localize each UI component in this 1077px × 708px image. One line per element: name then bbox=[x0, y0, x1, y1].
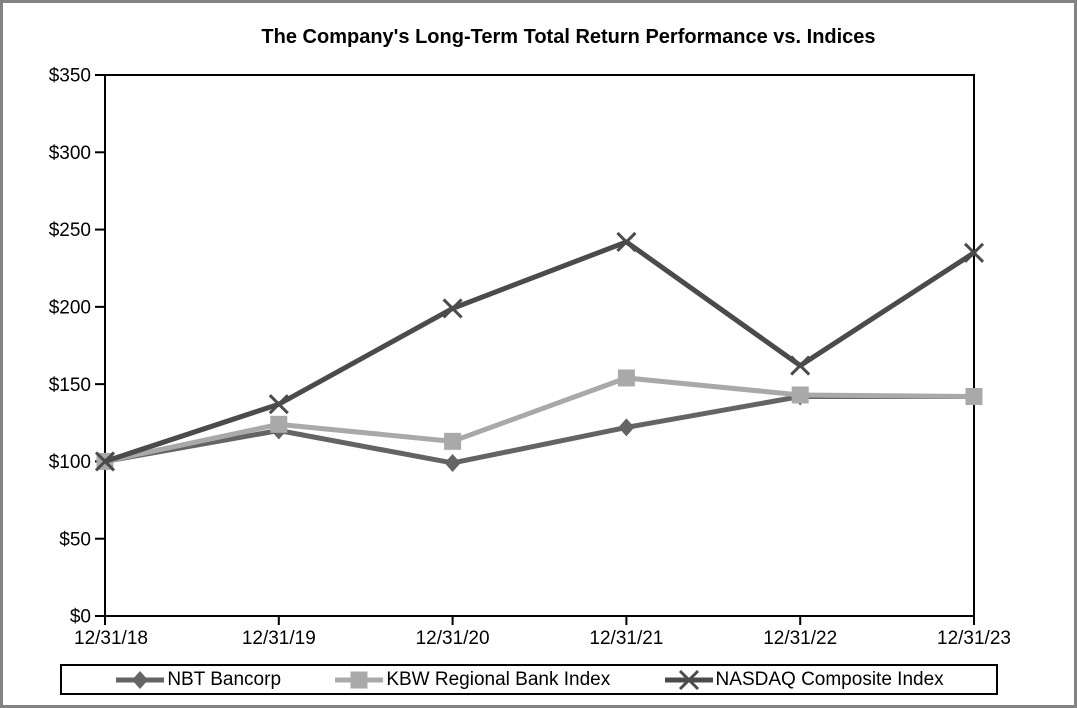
legend-item-kbw-regional-bank-index: KBW Regional Bank Index bbox=[333, 669, 610, 691]
series-marker-nasdaq-composite-index bbox=[442, 298, 463, 319]
x-axis-tick-label: 12/31/22 bbox=[763, 628, 837, 649]
legend-item-nasdaq-composite-index: NASDAQ Composite Index bbox=[663, 669, 944, 691]
y-axis-tick-label: $150 bbox=[49, 375, 91, 396]
x-axis-tick-label: 12/31/19 bbox=[242, 628, 316, 649]
x-axis-tick-label: 12/31/23 bbox=[937, 628, 1011, 649]
series-marker-kbw-regional-bank-index bbox=[270, 415, 288, 433]
x-axis-tick-label: 12/31/20 bbox=[416, 628, 490, 649]
legend-marker-shape bbox=[678, 669, 699, 690]
series-marker-kbw-regional-bank-index bbox=[965, 388, 983, 406]
series-marker-nasdaq-composite-index bbox=[94, 451, 116, 472]
series-marker-kbw-regional-bank-index bbox=[444, 432, 462, 450]
series-marker-nbt-bancorp bbox=[618, 418, 635, 437]
legend-marker-shape bbox=[350, 671, 368, 688]
series-line-kbw-regional-bank-index bbox=[104, 375, 975, 464]
legend-label-kbw-regional-bank-index: KBW Regional Bank Index bbox=[386, 668, 611, 690]
series-marker-kbw-regional-bank-index bbox=[617, 369, 635, 387]
y-axis-tick-label: $50 bbox=[59, 529, 91, 550]
x-axis-tick-label: 12/31/21 bbox=[589, 628, 663, 649]
series-line-nbt-bancorp bbox=[104, 394, 974, 466]
plot-frame bbox=[104, 74, 975, 617]
series-marker-nbt-bancorp bbox=[444, 453, 461, 472]
series-marker-nasdaq-composite-index bbox=[268, 394, 289, 415]
series-marker-nasdaq-composite-index bbox=[963, 242, 985, 263]
series-marker-nasdaq-composite-index bbox=[790, 355, 811, 376]
y-axis-tick-label: $0 bbox=[70, 607, 91, 628]
y-axis-tick-label: $350 bbox=[49, 66, 91, 87]
chart-legend: NBT Bancorp KBW Regional Bank Index NASD… bbox=[60, 664, 998, 695]
y-axis-tick-label: $200 bbox=[49, 298, 91, 319]
legend-marker-shape bbox=[132, 670, 149, 689]
y-axis-tick-label: $300 bbox=[49, 143, 91, 164]
diamond-series-marker-icon bbox=[114, 669, 166, 691]
legend-item-nbt-bancorp: NBT Bancorp bbox=[114, 669, 281, 691]
legend-label-nbt-bancorp: NBT Bancorp bbox=[167, 668, 282, 690]
x-axis-tick-label: 12/31/18 bbox=[74, 628, 148, 649]
legend-label-nasdaq-composite-index: NASDAQ Composite Index bbox=[715, 668, 944, 690]
series-marker-nasdaq-composite-index bbox=[616, 231, 637, 252]
y-axis-tick-label: $100 bbox=[49, 452, 91, 473]
square-series-marker-icon bbox=[333, 669, 385, 691]
series-marker-kbw-regional-bank-index bbox=[791, 386, 809, 404]
x-series-marker-icon bbox=[663, 669, 715, 691]
y-axis-tick-label: $250 bbox=[49, 220, 91, 241]
series-line-nasdaq-composite-index bbox=[104, 239, 976, 464]
chart-title: The Company's Long-Term Total Return Per… bbox=[261, 26, 876, 48]
